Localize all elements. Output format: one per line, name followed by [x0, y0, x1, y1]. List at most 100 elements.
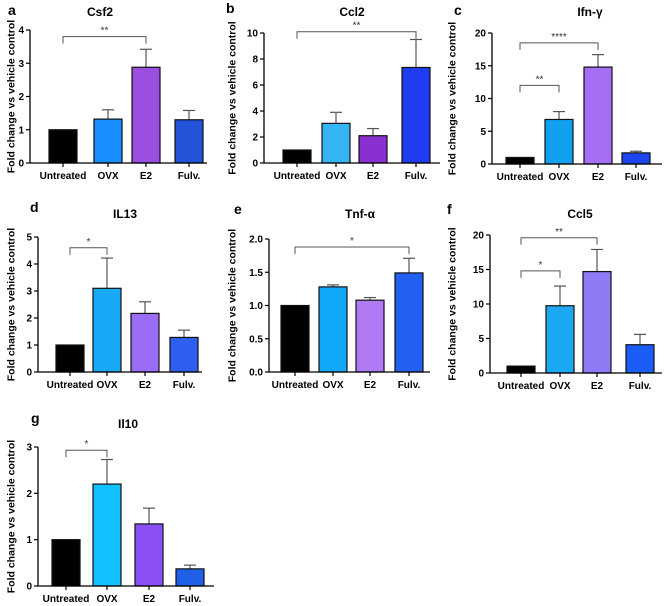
y-tick-label: 0 — [478, 369, 484, 380]
x-tick-label: OVX — [322, 380, 343, 391]
x-tick-label: OVX — [97, 171, 118, 182]
significance-label: **** — [551, 32, 567, 43]
y-axis-label: Fold change vs vehicle control — [6, 228, 18, 382]
panel-letter: g — [31, 410, 40, 426]
chart-title: Il10 — [118, 417, 138, 431]
bar-fulv — [401, 66, 431, 164]
y-axis-label: Fold change vs vehicle control — [227, 229, 239, 383]
y-axis-label: Fold change vs vehicle control — [447, 227, 459, 381]
x-tick-label: E2 — [140, 171, 153, 182]
significance-bracket — [520, 270, 561, 278]
x-tick-label: OVX — [549, 381, 570, 392]
chart-title: Ccl2 — [339, 5, 365, 19]
y-tick-label: 10 — [473, 300, 485, 311]
y-tick-label: 2 — [26, 489, 32, 500]
x-tick-label: OVX — [325, 171, 346, 182]
x-tick-label: Fulv. — [173, 380, 196, 391]
bar-ovx — [545, 305, 575, 374]
significance-bracket — [519, 84, 560, 93]
panel-letter: a — [8, 2, 16, 18]
y-tick-label: 20 — [475, 29, 487, 40]
significance-label: ** — [353, 21, 361, 32]
panel-f: f Ccl5 Fold change vs vehicle control Untre… — [447, 201, 662, 392]
y-tick-label: 3 — [26, 443, 32, 454]
significance-label: ** — [555, 227, 563, 238]
bar-ovx — [92, 483, 122, 587]
y-tick-label: 2.0 — [249, 235, 263, 246]
bar-e2 — [582, 270, 612, 374]
bar-untreated — [506, 365, 536, 374]
x-tick-label: E2 — [591, 381, 604, 392]
y-tick-label: 0 — [26, 582, 32, 593]
x-tick-label: Untreated — [43, 594, 90, 605]
x-tick-label: Fulv. — [398, 380, 421, 391]
significance-bracket — [65, 449, 108, 458]
bar-fulv — [394, 272, 424, 373]
significance-bracket — [296, 31, 417, 39]
x-tick-label: Untreated — [498, 381, 545, 392]
bar-untreated — [280, 304, 310, 373]
y-tick-label: 0.0 — [249, 368, 263, 379]
x-tick-label: Untreated — [497, 172, 544, 183]
panel-c: c Ifn-γ Fold change vs vehicle control Untr… — [447, 2, 662, 183]
x-tick-label: Fulv. — [625, 172, 648, 183]
panel-g: g Il10 Fold change vs vehicle control Untre… — [6, 410, 214, 605]
x-tick-label: Fulv. — [179, 594, 202, 605]
x-tick-label: Fulv. — [178, 171, 201, 182]
y-tick-label: 3 — [18, 59, 24, 70]
chart-title: Tnf-α — [345, 207, 376, 221]
panel-letter: b — [226, 0, 235, 16]
bar-e2 — [130, 312, 160, 373]
y-tick-label: 0 — [18, 159, 24, 170]
y-tick-label: 3 — [26, 287, 32, 298]
bar-ovx — [92, 287, 122, 373]
bar-untreated — [51, 539, 81, 587]
chart-title: Ifn-γ — [577, 5, 603, 19]
y-axis-label: Fold change vs vehicle control — [227, 21, 239, 175]
bar-e2 — [358, 135, 388, 164]
x-tick-label: Fulv. — [629, 381, 652, 392]
x-tick-label: OVX — [96, 594, 117, 605]
bar-fulv — [175, 568, 205, 587]
significance-bracket — [69, 247, 108, 255]
y-tick-label: 2 — [26, 314, 32, 325]
bar-ovx — [318, 286, 348, 373]
y-tick-label: 1.5 — [249, 268, 263, 279]
y-tick-label: 1 — [18, 125, 24, 136]
y-tick-label: 5 — [26, 233, 32, 244]
significance-label: * — [87, 237, 91, 248]
bar-ovx — [544, 118, 574, 165]
significance-label: * — [85, 439, 89, 450]
y-tick-label: 10 — [475, 94, 487, 105]
bar-fulv — [625, 344, 655, 374]
y-tick-label: 5 — [478, 334, 484, 345]
y-tick-label: 4 — [26, 260, 32, 271]
bar-e2 — [355, 299, 385, 373]
panel-b: b Ccl2 Fold change vs vehicle control Untre… — [226, 0, 440, 182]
chart-title: Ccl5 — [567, 207, 593, 221]
y-tick-label: 0 — [252, 159, 258, 170]
x-tick-label: Untreated — [47, 380, 94, 391]
y-tick-label: 15 — [473, 265, 485, 276]
y-tick-label: 1 — [26, 341, 32, 352]
bar-fulv — [169, 336, 199, 373]
significance-bracket — [294, 246, 410, 254]
x-tick-label: E2 — [139, 380, 152, 391]
x-tick-label: OVX — [548, 172, 569, 183]
x-tick-label: E2 — [143, 594, 156, 605]
bar-fulv — [174, 119, 204, 164]
significance-label: * — [539, 260, 543, 271]
y-tick-label: 4 — [18, 26, 24, 37]
panel-e: e Tnf-α Fold change vs vehicle control Untr… — [227, 201, 430, 391]
x-tick-label: Untreated — [274, 171, 321, 182]
bar-e2 — [131, 66, 161, 164]
panel-letter: f — [447, 201, 452, 217]
bar-e2 — [134, 523, 164, 587]
y-tick-label: 6 — [252, 81, 258, 92]
y-tick-label: 15 — [475, 61, 487, 72]
y-tick-label: 1 — [26, 535, 32, 546]
y-tick-label: 4 — [252, 107, 258, 118]
y-tick-label: 20 — [473, 231, 485, 242]
significance-label: * — [350, 236, 354, 247]
